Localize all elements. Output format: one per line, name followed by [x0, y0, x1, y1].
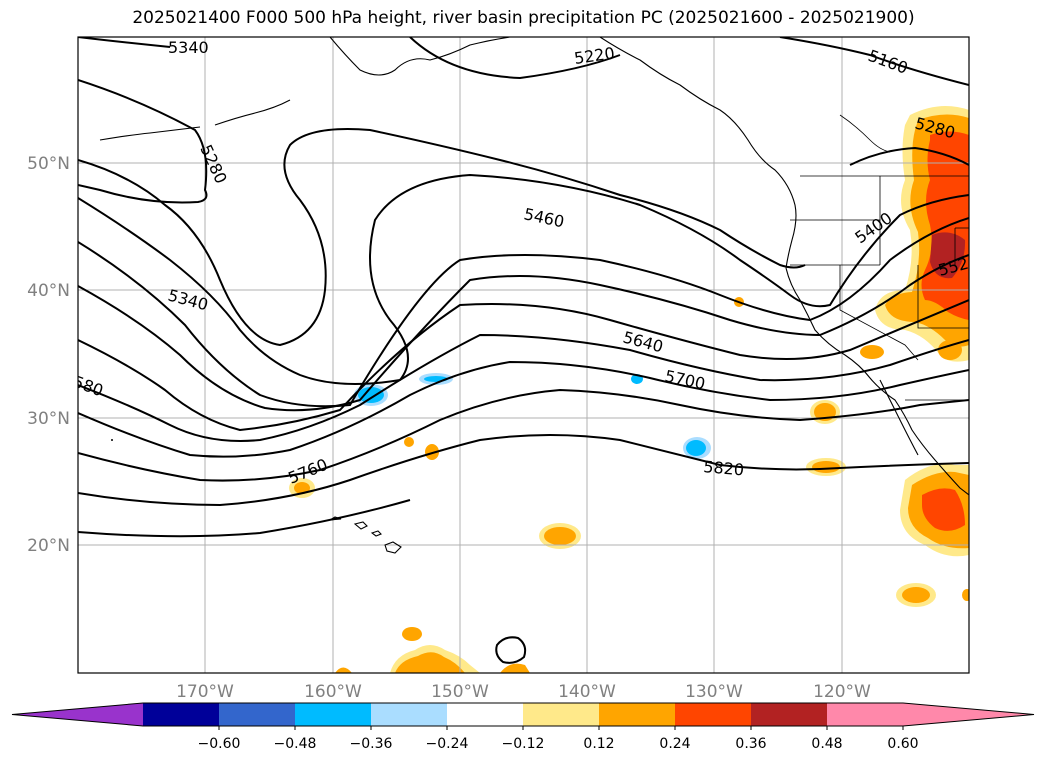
colorbar-tick-label: −0.36: [350, 736, 393, 752]
colorbar-swatch: [143, 703, 220, 726]
colorbar-tick-label: −0.60: [198, 736, 241, 752]
colorbar-outline: [11, 702, 1035, 727]
contour-label: 5340: [168, 38, 209, 57]
coastlines: [99, 37, 969, 554]
height-contours: [78, 37, 969, 664]
latitude-labels: 50°N 40°N 30°N 20°N: [27, 154, 70, 556]
lon-label: 170°W: [176, 682, 234, 702]
lat-label: 50°N: [27, 154, 70, 174]
colorbar: −0.60 −0.48 −0.36 −0.24 −0.12 0.12 0.24 0.36 0.4…: [11, 702, 1035, 752]
colorbar-tick-label: 0.60: [887, 736, 918, 752]
lat-label: 20°N: [27, 536, 70, 556]
colorbar-tick-label: 0.12: [583, 736, 614, 752]
map-panel: 5340 5220 5160 5280 5280 5460 5400 552 5…: [78, 37, 969, 673]
colorbar-swatch: [675, 703, 752, 726]
longitude-labels: 170°W 160°W 150°W 140°W 130°W 120°W: [176, 682, 871, 702]
colorbar-tick-label: 0.24: [659, 736, 690, 752]
colorbar-swatch: [599, 703, 676, 726]
lon-label: 130°W: [685, 682, 743, 702]
precip-shading: [289, 106, 969, 673]
colorbar-extend-min: [12, 703, 143, 726]
colorbar-tick-label: 0.48: [811, 736, 842, 752]
lon-label: 150°W: [431, 682, 489, 702]
colorbar-tick-label: 0.36: [735, 736, 766, 752]
colorbar-swatch: [751, 703, 828, 726]
colorbar-tick-label: −0.24: [426, 736, 469, 752]
colorbar-swatch: [219, 703, 296, 726]
contour-label: 5820: [703, 457, 745, 479]
colorbar-swatch: [827, 703, 904, 726]
graticule: [78, 37, 969, 673]
colorbar-swatch: [295, 703, 372, 726]
colorbar-swatch: [447, 703, 524, 726]
lon-label: 160°W: [304, 682, 362, 702]
colorbar-tick-label: −0.48: [274, 736, 317, 752]
colorbar-tick-label: −0.12: [502, 736, 545, 752]
colorbar-extend-max: [903, 703, 1034, 726]
map-title: 2025021400 F000 500 hPa height, river ba…: [132, 8, 915, 28]
lon-label: 120°W: [813, 682, 871, 702]
lon-label: 140°W: [558, 682, 616, 702]
lat-label: 40°N: [27, 281, 70, 301]
colorbar-swatch: [371, 703, 448, 726]
colorbar-swatch: [523, 703, 600, 726]
lat-label: 30°N: [27, 409, 70, 429]
map-frame: [77, 36, 970, 674]
